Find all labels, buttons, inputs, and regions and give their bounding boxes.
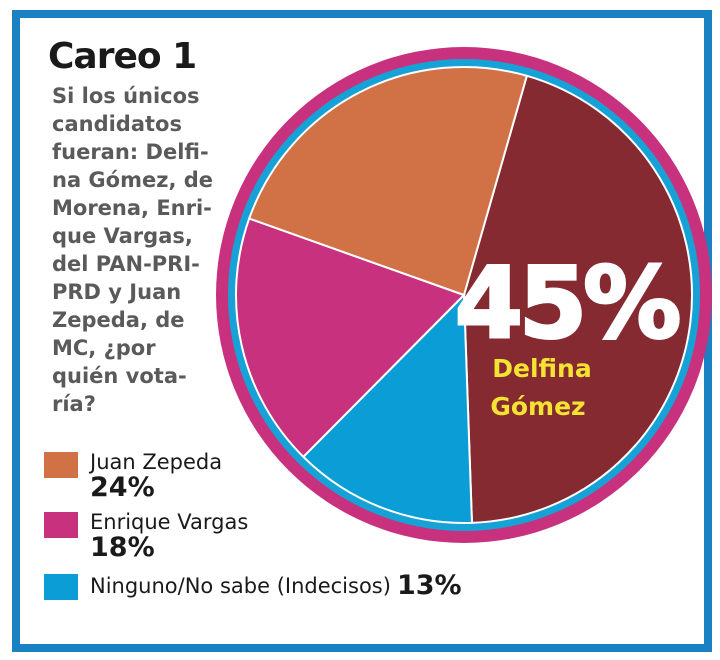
chart-title: Careo 1 <box>48 36 197 77</box>
question-line: quién vota- <box>52 364 187 388</box>
question-line: Zepeda, de <box>52 308 185 332</box>
pie-slices <box>235 66 693 524</box>
question-line: ría? <box>52 392 96 416</box>
question-line: Si los únicos <box>52 84 200 108</box>
pie-slice-2 <box>301 292 473 524</box>
survey-question: Si los únicos candidatos fueran: Delfi- … <box>52 82 222 418</box>
legend-value: 24% <box>90 472 155 503</box>
question-line: candidatos <box>52 112 182 136</box>
question-line: Morena, Enri- <box>52 196 212 220</box>
legend-name: Ninguno/No sabe (Indecisos) <box>90 574 391 598</box>
question-line: fueran: Delfi- <box>52 140 209 164</box>
question-line: na Gómez, de <box>52 168 214 192</box>
question-line: del PAN-PRI- <box>52 252 200 276</box>
legend-swatch <box>44 574 78 600</box>
pie-slice-1 <box>462 74 693 524</box>
legend-value: 13% <box>396 570 462 601</box>
legend-name: Juan Zepeda <box>90 450 223 474</box>
question-line: MC, ¿por <box>52 336 156 360</box>
legend-value: 18% <box>90 532 155 563</box>
callout-name-label: Delfina <box>492 354 591 383</box>
question-line: que Vargas, <box>52 224 193 248</box>
pie-slice-3 <box>235 217 466 459</box>
callout-value-label: 45% <box>455 247 679 361</box>
legend-swatch <box>44 512 78 538</box>
question-line: PRD y Juan <box>52 280 182 304</box>
legend-name: Enrique Vargas <box>90 510 249 534</box>
callout-name-label: Gómez <box>490 392 585 421</box>
pie-slice-4 <box>247 66 529 297</box>
legend-swatch <box>44 452 78 478</box>
